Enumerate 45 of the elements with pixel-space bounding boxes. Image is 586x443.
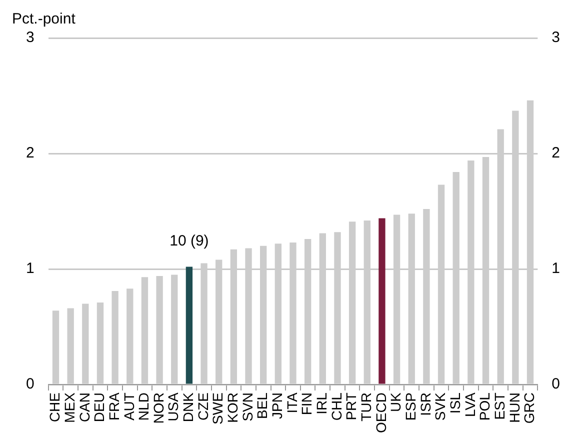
- x-tick-label: EST: [491, 392, 508, 420]
- y-axis-title: Pct.-point: [12, 10, 76, 28]
- x-tick-label: CAN: [76, 392, 92, 422]
- x-tick-label: NOR: [150, 392, 166, 424]
- x-tick-label: SVK: [432, 392, 448, 421]
- x-tick-label: USA: [165, 392, 182, 422]
- bar: [378, 218, 386, 384]
- x-tick-label: MEX: [61, 392, 78, 423]
- x-tick-label: BEL: [254, 392, 270, 420]
- x-tick-label: POL: [476, 392, 493, 421]
- x-tick-label: TUR: [358, 392, 374, 422]
- y-tick-label: 0: [26, 376, 34, 393]
- annotation: 10 (9): [170, 232, 209, 250]
- x-tick-label: ITA: [284, 392, 300, 414]
- y-tick-label: 2: [26, 144, 34, 162]
- x-tick-label: IRL: [314, 392, 330, 414]
- x-tick-label: SWE: [210, 392, 226, 424]
- x-tick-label: FRA: [106, 392, 122, 421]
- y-tick-label: 1: [26, 260, 34, 278]
- x-tick-label: DNK: [180, 392, 196, 422]
- y2-tick-label: 0: [552, 376, 560, 393]
- x-tick-label: UK: [388, 392, 404, 412]
- x-tick-label: PRT: [343, 392, 360, 420]
- x-tick-label: FIN: [298, 392, 315, 416]
- x-tick-label: SVN: [239, 392, 256, 422]
- y-tick-label: 3: [26, 29, 34, 46]
- x-tick-label: KOR: [224, 392, 241, 423]
- x-tick-label: OECD: [372, 392, 389, 434]
- bar: [186, 266, 193, 384]
- x-tick-label: ISR: [417, 392, 434, 416]
- x-tick-label: GRC: [521, 392, 538, 424]
- x-tick-label: HUN: [506, 392, 522, 423]
- x-tick-label: NLD: [136, 392, 152, 421]
- x-tick-label: ESP: [402, 392, 418, 421]
- y2-tick-label: 2: [552, 144, 560, 162]
- x-tick-label: ISL: [446, 392, 463, 414]
- x-tick-label: CZE: [194, 392, 211, 421]
- x-tick-label: CHE: [46, 392, 63, 422]
- y2-tick-label: 3: [552, 29, 560, 46]
- x-tick-label: AUT: [120, 392, 137, 421]
- x-tick-label: JPN: [269, 392, 286, 420]
- x-tick-label: CHL: [328, 392, 344, 421]
- x-tick-label: DEU: [91, 392, 108, 422]
- x-tick-label: LVA: [462, 392, 478, 417]
- y2-tick-label: 1: [552, 260, 560, 278]
